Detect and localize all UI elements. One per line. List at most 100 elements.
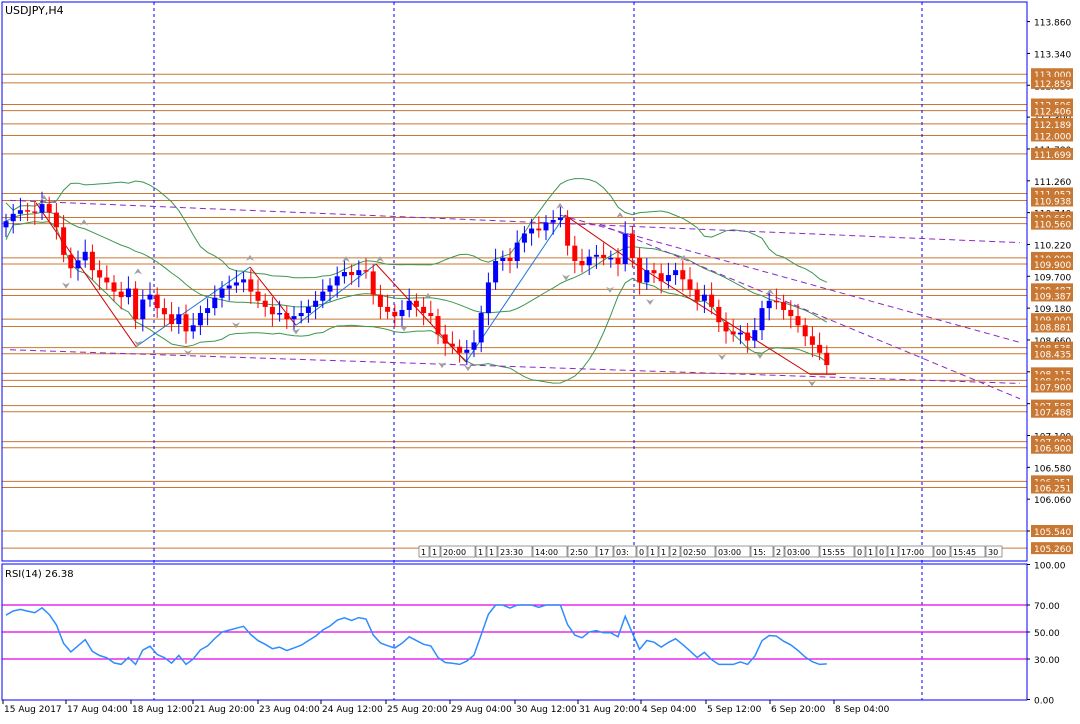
candle-body bbox=[334, 276, 340, 286]
level-label-bg bbox=[1031, 117, 1073, 130]
level-label-bg bbox=[1031, 76, 1073, 89]
candle-body bbox=[752, 330, 758, 341]
time-tag-box bbox=[773, 545, 785, 558]
rsi-axis: 100.00 70.00 50.00 30.00 0.00 bbox=[1027, 562, 1066, 707]
candle-body bbox=[435, 316, 441, 335]
fractal-up bbox=[342, 256, 350, 263]
level-label: 107.900 bbox=[1034, 384, 1071, 394]
candle-body bbox=[111, 282, 117, 292]
candle-body bbox=[406, 300, 412, 310]
candle-body bbox=[233, 282, 239, 286]
level-label-bg bbox=[1031, 320, 1073, 333]
trendlines bbox=[9, 199, 1021, 400]
time-tag-box bbox=[854, 545, 866, 558]
price-tick-label: 113.340 bbox=[1034, 50, 1071, 60]
level-labels: 113.000112.859112.506112.406112.189112.0… bbox=[1031, 68, 1073, 555]
candle-body bbox=[543, 222, 549, 231]
time-tag: 14:00 bbox=[535, 548, 558, 557]
time-tick-label: 21 Aug 20:00 bbox=[194, 705, 255, 715]
fractal-down bbox=[646, 299, 654, 306]
fractal-up bbox=[376, 256, 384, 263]
candle-body bbox=[572, 245, 578, 261]
candle-body bbox=[176, 314, 182, 325]
time-tag-box bbox=[647, 545, 659, 558]
level-label: 110.938 bbox=[1034, 197, 1071, 207]
time-tag-box bbox=[658, 545, 670, 558]
candle-body bbox=[565, 217, 571, 246]
candle-body bbox=[709, 294, 715, 307]
time-tag-box bbox=[819, 545, 855, 558]
trendline bbox=[9, 199, 1021, 244]
candle-body bbox=[75, 260, 81, 269]
level-label: 106.251 bbox=[1034, 484, 1071, 494]
fractal-up bbox=[424, 292, 432, 299]
candle-body bbox=[183, 314, 189, 332]
time-tick-label: 5 Sep 12:00 bbox=[707, 705, 762, 715]
time-tag: 1 bbox=[421, 548, 426, 557]
candle-body bbox=[255, 291, 261, 301]
candle-body bbox=[269, 306, 275, 315]
candle-body bbox=[500, 257, 506, 261]
candle-body bbox=[557, 217, 563, 220]
fractal-down bbox=[62, 282, 70, 289]
candle-body bbox=[478, 313, 484, 343]
candle-body bbox=[529, 228, 535, 234]
time-tag-box bbox=[567, 545, 597, 558]
candle-body bbox=[687, 279, 693, 290]
level-label: 111.699 bbox=[1034, 151, 1071, 161]
time-tag-box bbox=[887, 545, 899, 558]
candle-body bbox=[291, 316, 297, 320]
candle-body bbox=[161, 308, 167, 315]
candle-body bbox=[421, 306, 427, 314]
time-tag: 1 bbox=[478, 548, 483, 557]
candle-body bbox=[68, 254, 74, 269]
bollinger-upper bbox=[5, 178, 828, 283]
fractal-down bbox=[562, 274, 570, 281]
candle-body bbox=[392, 311, 398, 317]
time-tag-box bbox=[898, 545, 934, 558]
level-label-bg bbox=[1031, 147, 1073, 160]
level-label-bg bbox=[1031, 217, 1073, 230]
candle-body bbox=[809, 336, 815, 345]
candle-body bbox=[601, 254, 607, 258]
candle-body bbox=[637, 257, 643, 283]
fractal-up bbox=[556, 202, 564, 209]
time-tag-box bbox=[669, 545, 681, 558]
candle-body bbox=[608, 257, 614, 260]
candle-body bbox=[781, 302, 787, 310]
candle-body bbox=[10, 213, 16, 222]
candle-body bbox=[169, 314, 175, 325]
time-tag: 17:00 bbox=[901, 548, 924, 557]
time-tag: 1 bbox=[661, 548, 666, 557]
price-tick-label: 106.060 bbox=[1034, 496, 1071, 506]
fractal-down bbox=[808, 380, 816, 387]
candle-body bbox=[39, 204, 45, 213]
candle-body bbox=[32, 211, 38, 213]
candle-body bbox=[140, 299, 146, 320]
time-tag-box bbox=[418, 545, 430, 558]
time-tag-box bbox=[429, 545, 441, 558]
candle-body bbox=[644, 270, 650, 283]
time-tag: 17 bbox=[599, 548, 609, 557]
candle-body bbox=[320, 291, 326, 301]
candle-body bbox=[248, 279, 254, 292]
price-tick-label: 110.220 bbox=[1034, 241, 1071, 251]
candle-body bbox=[118, 291, 124, 298]
time-tick-label: 30 Aug 12:00 bbox=[516, 705, 577, 715]
candle-body bbox=[766, 300, 772, 309]
level-label: 109.900 bbox=[1034, 261, 1071, 271]
candle-body bbox=[61, 227, 67, 255]
candle-body bbox=[802, 325, 808, 337]
time-tag-box bbox=[613, 545, 637, 558]
time-tag: 1 bbox=[432, 548, 437, 557]
candle-body bbox=[190, 325, 196, 332]
time-tag: 15: bbox=[753, 548, 766, 557]
time-tag: 1 bbox=[650, 548, 655, 557]
fractal-up bbox=[766, 288, 774, 295]
chart-title: USDJPY,H4 bbox=[5, 4, 64, 17]
time-tick-label: 17 Aug 04:00 bbox=[67, 705, 128, 715]
level-label: 109.387 bbox=[1034, 292, 1071, 302]
candle-body bbox=[694, 289, 700, 301]
level-label-bg bbox=[1031, 441, 1073, 454]
